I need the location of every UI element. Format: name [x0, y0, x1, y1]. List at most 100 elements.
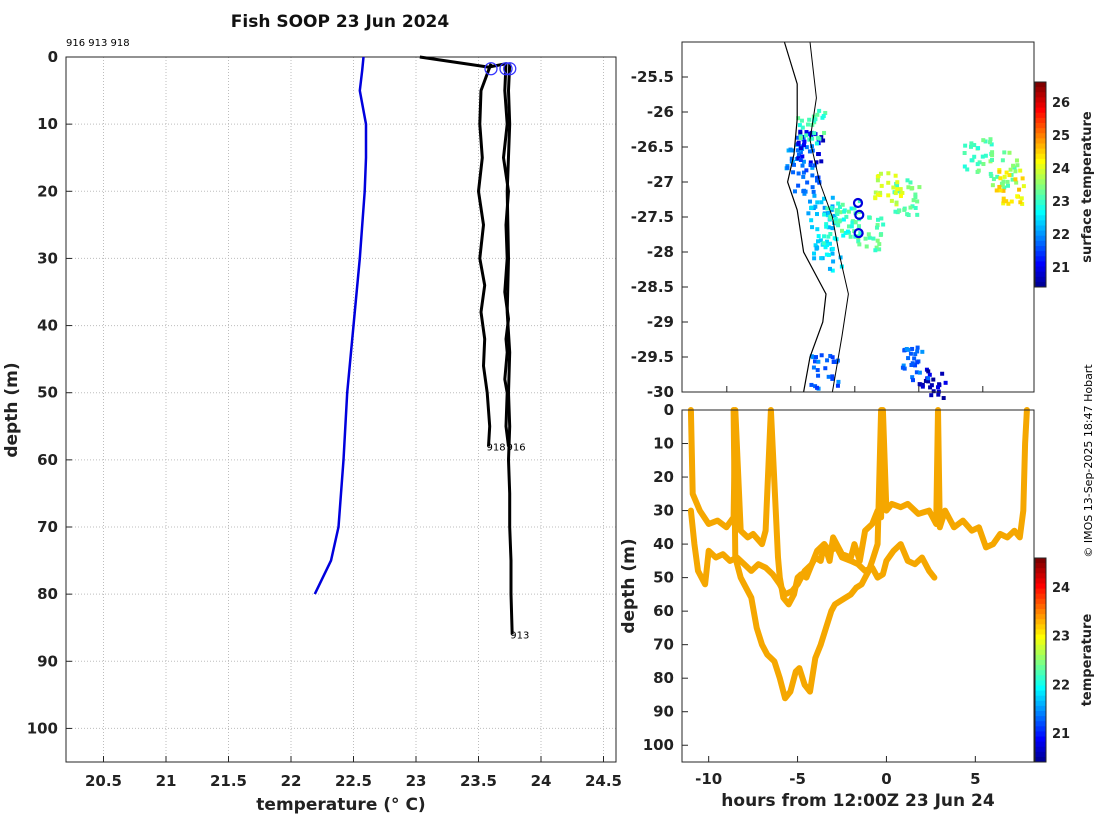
sst-cell	[835, 211, 840, 216]
map-colorbar-segment	[1035, 230, 1046, 237]
sst-cell	[1004, 199, 1009, 204]
series-end-label-916: 916	[507, 442, 526, 453]
sst-cell	[816, 234, 821, 239]
series-line-918	[477, 63, 493, 447]
map-colorbar-tick-label: 24	[1052, 162, 1070, 177]
sst-cell	[826, 234, 831, 239]
map-y-tick-label: -29.5	[631, 348, 674, 366]
sst-cell	[877, 247, 882, 252]
map-colorbar-segment	[1035, 240, 1046, 247]
map-colorbar-segment	[1035, 117, 1046, 124]
sst-cell	[935, 385, 940, 390]
sst-cell	[824, 239, 829, 244]
track-colorbar-segment	[1035, 568, 1046, 574]
sst-cell	[807, 149, 812, 154]
sst-cell	[835, 208, 840, 213]
sst-cell	[785, 165, 790, 170]
coastline	[783, 41, 827, 393]
sst-cell	[931, 389, 936, 394]
sst-cell	[962, 151, 967, 156]
track-colorbar-segment	[1035, 619, 1046, 625]
sst-cell	[980, 154, 985, 159]
sst-cell	[1009, 199, 1014, 204]
track-x-tick-label: -10	[695, 770, 722, 788]
map-colorbar-segment	[1035, 281, 1046, 288]
sst-cell	[798, 157, 803, 162]
track-colorbar-segment	[1035, 583, 1046, 590]
sst-cell	[800, 125, 805, 130]
sst-cell	[838, 210, 843, 215]
track-colorbar-segment	[1035, 588, 1046, 595]
sst-cell	[811, 355, 816, 360]
sst-cell	[824, 252, 829, 257]
sst-cell	[827, 266, 832, 271]
track-colorbar-tick-label: 24	[1052, 581, 1070, 596]
left-y-axis-label: depth (m)	[2, 362, 22, 457]
y-tick-label: 70	[37, 518, 58, 536]
map-colorbar-segment	[1035, 271, 1046, 278]
bottom-right-x-axis-label: hours from 12:00Z 23 Jun 24	[721, 791, 995, 811]
sst-cell	[809, 205, 814, 210]
sst-cell	[910, 186, 915, 191]
bottom-right-y-axis-label: depth (m)	[619, 538, 639, 633]
x-tick-label: 20.5	[85, 772, 122, 790]
sst-cell	[990, 183, 995, 188]
sst-cell	[1020, 176, 1025, 181]
map-colorbar-segment	[1035, 266, 1046, 273]
sst-cell	[905, 178, 910, 183]
sst-cell	[1001, 196, 1006, 201]
sst-cell	[975, 162, 980, 167]
sst-cell	[837, 219, 842, 224]
sst-cell	[788, 147, 793, 152]
sst-cell	[801, 174, 806, 179]
track-colorbar-segment	[1035, 731, 1046, 737]
temperature-profile-panel: 20.5 21 21.5 22 22.5 23 23.5 24 24.5 0 10 20 30 40 50 6…	[27, 48, 622, 790]
left-x-axis-label: temperature (° C)	[256, 795, 425, 815]
sst-cell	[875, 223, 880, 228]
sst-cell	[915, 345, 920, 350]
track-colorbar-segment	[1035, 726, 1046, 732]
map-y-tick-label: -28.5	[631, 278, 674, 296]
sst-cell	[878, 190, 883, 195]
sst-cell	[913, 192, 918, 197]
sst-cell	[830, 246, 835, 251]
sst-cell	[991, 177, 996, 182]
map-colorbar-segment	[1035, 169, 1046, 175]
track-colorbar-segment	[1035, 721, 1046, 727]
y-tick-label: 0	[48, 48, 58, 66]
sst-cell	[983, 139, 988, 144]
track-track-2	[730, 407, 885, 702]
track-track-1	[687, 407, 1030, 608]
sst-cell	[836, 201, 841, 206]
track-colorbar-segment	[1035, 609, 1046, 615]
sst-cell	[917, 185, 922, 190]
sst-cell	[874, 245, 879, 250]
sst-cell	[802, 139, 807, 144]
series-end-label-913: 913	[510, 630, 529, 641]
track-y-tick-label: 30	[653, 502, 674, 520]
sst-cell	[915, 360, 920, 365]
sst-cell	[823, 366, 828, 371]
sst-cell	[875, 217, 880, 222]
sst-cell	[910, 361, 915, 366]
sst-cell	[821, 114, 826, 119]
sst-cell	[791, 170, 796, 175]
sst-cell	[828, 216, 833, 221]
track-colorbar-segment	[1035, 573, 1046, 579]
map-colorbar-segment	[1035, 261, 1046, 267]
map-colorbar-segment	[1035, 82, 1046, 88]
sst-cell	[856, 224, 861, 229]
sst-cell	[812, 251, 817, 256]
sst-cell	[811, 189, 816, 194]
sst-cell	[1011, 163, 1016, 168]
sst-cell	[807, 137, 812, 142]
sst-cell	[790, 160, 795, 165]
sst-cell	[840, 228, 845, 233]
map-colorbar-segment	[1035, 128, 1046, 134]
sst-cell	[810, 185, 815, 190]
sst-cell	[940, 371, 945, 376]
track-colorbar-segment	[1035, 578, 1046, 584]
sst-cell	[976, 168, 981, 173]
track-colorbar-segment	[1035, 670, 1046, 676]
track-colorbar-segment	[1035, 741, 1046, 748]
